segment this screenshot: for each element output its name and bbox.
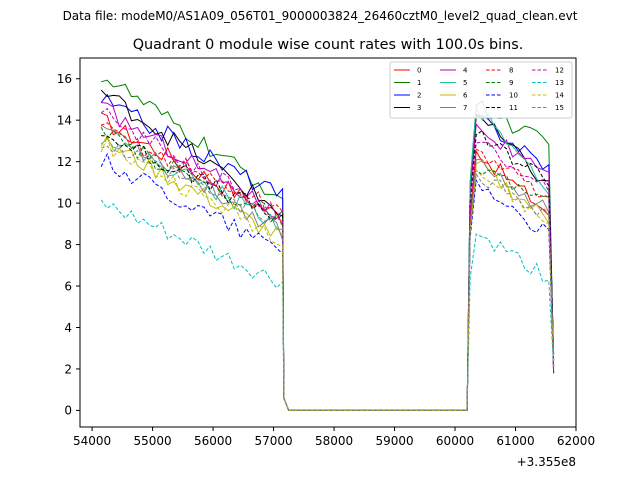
legend-label-9: 9 [509, 79, 513, 87]
y-tick-label: 0 [64, 404, 72, 418]
legend-label-0: 0 [417, 66, 421, 74]
x-tick-label: 54000 [73, 434, 111, 448]
legend-label-5: 5 [463, 79, 467, 87]
y-tick-label: 16 [57, 72, 72, 86]
y-tick-label: 8 [64, 238, 72, 252]
legend-label-15: 15 [555, 104, 564, 112]
x-tick-label: 58000 [315, 434, 353, 448]
legend-box [389, 61, 573, 119]
legend-label-7: 7 [463, 104, 467, 112]
legend-label-10: 10 [509, 91, 518, 99]
legend-label-6: 6 [463, 91, 468, 99]
y-axis: 0 2 4 6 8 10 12 14 16 [57, 72, 80, 418]
series-line-14 [100, 135, 555, 411]
y-tick-label: 14 [57, 113, 72, 127]
legend-label-14: 14 [555, 91, 564, 99]
legend-label-2: 2 [417, 91, 421, 99]
x-tick-label: 60000 [436, 434, 474, 448]
x-tick-label: 57000 [254, 434, 292, 448]
legend-label-12: 12 [555, 66, 564, 74]
legend-label-4: 4 [463, 66, 468, 74]
legend-label-13: 13 [555, 79, 564, 87]
y-tick-label: 6 [64, 279, 72, 293]
figure-suptitle: Data file: modeM0/AS1A09_056T01_90000038… [63, 9, 578, 23]
chart-title: Quadrant 0 module wise count rates with … [133, 37, 524, 53]
y-tick-label: 12 [57, 155, 72, 169]
x-tick-label: 61000 [496, 434, 534, 448]
series-line-13 [100, 199, 555, 411]
y-tick-label: 10 [57, 196, 72, 210]
axes-frame [79, 57, 577, 428]
y-tick-label: 4 [64, 321, 72, 335]
legend-label-11: 11 [509, 104, 518, 112]
x-tick-label: 56000 [194, 434, 232, 448]
x-tick-label: 59000 [375, 434, 413, 448]
legend-label-3: 3 [417, 104, 421, 112]
x-tick-label: 62000 [557, 434, 595, 448]
series-line-10 [100, 152, 555, 411]
series-line-12 [100, 107, 555, 411]
legend-label-1: 1 [417, 79, 421, 87]
series-line-11 [101, 129, 555, 411]
x-tick-label: 55000 [133, 434, 171, 448]
plot-lines [100, 79, 555, 411]
x-axis: 54000 55000 56000 57000 58000 59000 60000 61000… [73, 427, 595, 448]
series-line-15 [101, 142, 555, 411]
x-axis-offset-label: +3.355e8 [517, 455, 576, 469]
y-tick-label: 2 [64, 362, 72, 376]
legend-label-8: 8 [509, 66, 513, 74]
